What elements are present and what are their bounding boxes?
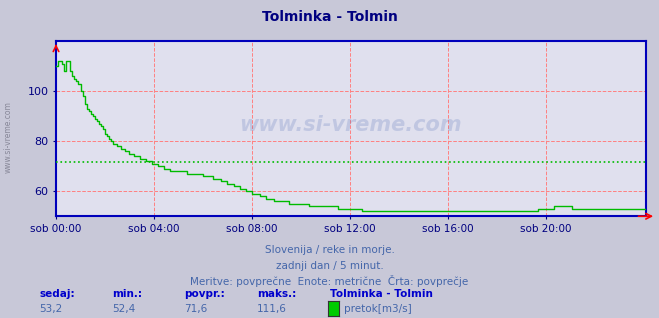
Text: sedaj:: sedaj: bbox=[40, 289, 75, 299]
Text: zadnji dan / 5 minut.: zadnji dan / 5 minut. bbox=[275, 260, 384, 271]
Text: 111,6: 111,6 bbox=[257, 304, 287, 314]
Text: Tolminka - Tolmin: Tolminka - Tolmin bbox=[330, 289, 432, 299]
Text: www.si-vreme.com: www.si-vreme.com bbox=[240, 115, 462, 135]
Text: pretok[m3/s]: pretok[m3/s] bbox=[344, 304, 412, 314]
Text: 71,6: 71,6 bbox=[185, 304, 208, 314]
Text: min.:: min.: bbox=[112, 289, 142, 299]
Text: 52,4: 52,4 bbox=[112, 304, 135, 314]
Text: Tolminka - Tolmin: Tolminka - Tolmin bbox=[262, 10, 397, 24]
Text: Meritve: povprečne  Enote: metrične  Črta: povprečje: Meritve: povprečne Enote: metrične Črta:… bbox=[190, 275, 469, 287]
Text: maks.:: maks.: bbox=[257, 289, 297, 299]
Text: www.si-vreme.com: www.si-vreme.com bbox=[3, 101, 13, 173]
Text: 53,2: 53,2 bbox=[40, 304, 63, 314]
Text: Slovenija / reke in morje.: Slovenija / reke in morje. bbox=[264, 245, 395, 255]
Text: povpr.:: povpr.: bbox=[185, 289, 225, 299]
